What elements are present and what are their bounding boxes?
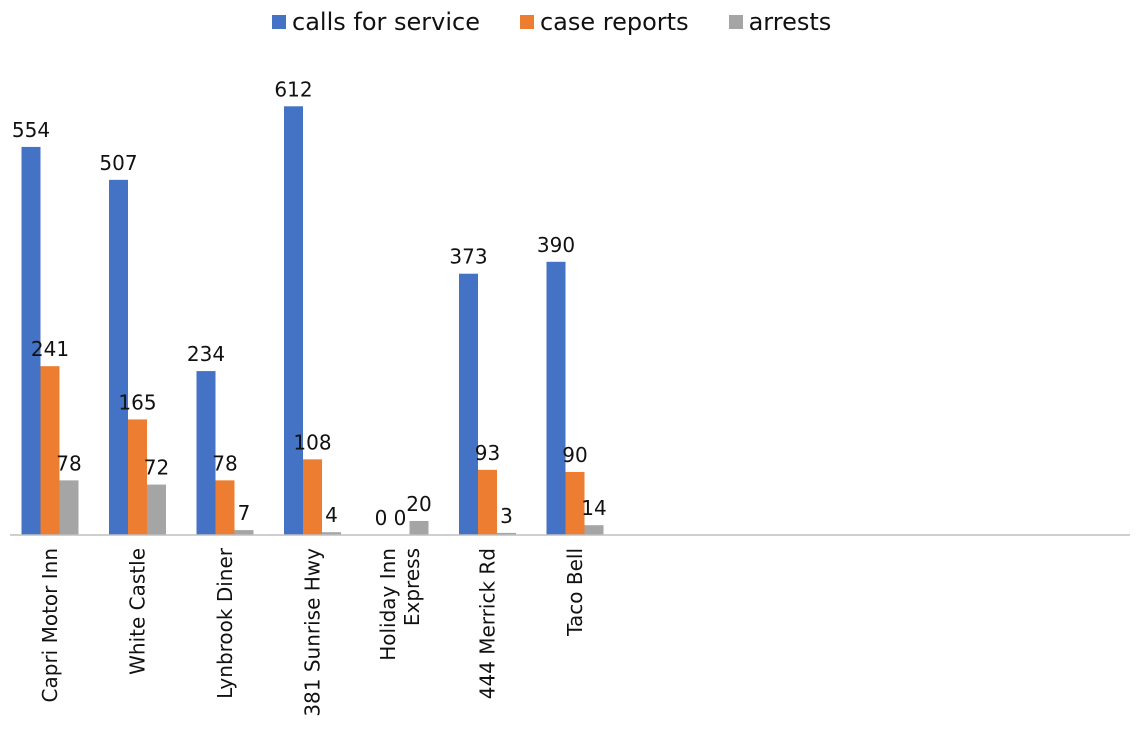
data-label-case-reports-holiday-inn-express: 0 bbox=[394, 506, 407, 530]
data-label-arrests-capri-motor-inn: 78 bbox=[56, 451, 81, 475]
legend-swatch-case-reports bbox=[519, 15, 534, 29]
legend-item-calls-for-service: calls for service bbox=[272, 8, 480, 36]
legend-item-arrests: arrests bbox=[728, 8, 832, 36]
x-tick-label-381-sunrise-hwy: 381 Sunrise Hwy bbox=[301, 548, 325, 717]
bar-calls-for-service-381-sunrise-hwy bbox=[284, 106, 303, 535]
bar-case-reports-381-sunrise-hwy bbox=[303, 459, 322, 535]
bar-arrests-holiday-inn-express bbox=[409, 520, 429, 535]
chart-legend: calls for service case reports arrests bbox=[272, 8, 831, 36]
data-label-calls-for-service-lynbrook-diner: 234 bbox=[187, 342, 225, 366]
bar-case-reports-taco-bell bbox=[565, 471, 585, 535]
data-label-arrests-taco-bell: 14 bbox=[581, 496, 606, 520]
x-tick-labels-layer: Capri Motor Inn White Castle Lynbrook Dine… bbox=[38, 547, 587, 716]
legend-label-arrests: arrests bbox=[748, 8, 832, 36]
data-label-arrests-lynbrook-diner: 7 bbox=[238, 501, 251, 525]
data-label-calls-for-service-444-merrick-rd: 373 bbox=[449, 245, 487, 269]
bar-case-reports-444-merrick-rd bbox=[478, 469, 497, 535]
bar-case-reports-capri-motor-inn bbox=[40, 366, 60, 535]
bar-arrests-taco-bell bbox=[584, 525, 604, 535]
data-label-case-reports-444-merrick-rd: 93 bbox=[475, 441, 500, 465]
x-tick-label-holiday-inn-express: Holiday InnExpress bbox=[376, 548, 424, 661]
bars-layer bbox=[21, 106, 604, 535]
bar-arrests-444-merrick-rd bbox=[497, 532, 516, 535]
legend-label-calls-for-service: calls for service bbox=[292, 8, 480, 36]
bar-calls-for-service-capri-motor-inn bbox=[21, 146, 41, 535]
data-label-calls-for-service-capri-motor-inn: 554 bbox=[12, 118, 50, 142]
data-label-calls-for-service-holiday-inn-express: 0 bbox=[375, 506, 388, 530]
data-label-calls-for-service-taco-bell: 390 bbox=[537, 233, 575, 257]
data-label-case-reports-lynbrook-diner: 78 bbox=[212, 451, 237, 475]
legend-swatch-arrests bbox=[728, 15, 743, 29]
x-tick-label-capri-motor-inn: Capri Motor Inn bbox=[38, 548, 62, 702]
data-label-arrests-444-merrick-rd: 3 bbox=[500, 504, 513, 528]
bar-calls-for-service-lynbrook-diner bbox=[196, 371, 216, 535]
legend-item-case-reports: case reports bbox=[519, 8, 689, 36]
x-tick-label-taco-bell: Taco Bell bbox=[563, 548, 587, 637]
data-label-arrests-holiday-inn-express: 20 bbox=[406, 492, 431, 516]
data-label-case-reports-white-castle: 165 bbox=[118, 390, 156, 414]
bar-arrests-capri-motor-inn bbox=[59, 480, 79, 535]
x-tick-label-white-castle: White Castle bbox=[126, 548, 150, 675]
bar-arrests-lynbrook-diner bbox=[234, 530, 254, 535]
bar-case-reports-lynbrook-diner bbox=[215, 480, 235, 535]
data-label-calls-for-service-381-sunrise-hwy: 612 bbox=[274, 77, 312, 101]
data-label-calls-for-service-white-castle: 507 bbox=[99, 151, 137, 175]
bar-calls-for-service-white-castle bbox=[109, 179, 128, 535]
bar-calls-for-service-taco-bell bbox=[546, 261, 566, 535]
bar-arrests-381-sunrise-hwy bbox=[322, 532, 341, 535]
bar-case-reports-white-castle bbox=[128, 419, 147, 535]
bar-arrests-white-castle bbox=[147, 484, 166, 535]
legend-swatch-calls-for-service bbox=[272, 15, 286, 29]
bar-calls-for-service-444-merrick-rd bbox=[459, 273, 478, 535]
data-label-arrests-white-castle: 72 bbox=[144, 456, 169, 480]
data-label-arrests-381-sunrise-hwy: 4 bbox=[325, 503, 338, 527]
data-label-case-reports-capri-motor-inn: 241 bbox=[31, 337, 69, 361]
x-tick-label-lynbrook-diner: Lynbrook Diner bbox=[213, 547, 237, 699]
data-label-case-reports-taco-bell: 90 bbox=[562, 443, 587, 467]
x-tick-label-444-merrick-rd: 444 Merrick Rd bbox=[476, 548, 500, 699]
data-label-case-reports-381-sunrise-hwy: 108 bbox=[293, 430, 331, 454]
legend-label-case-reports: case reports bbox=[539, 8, 689, 36]
